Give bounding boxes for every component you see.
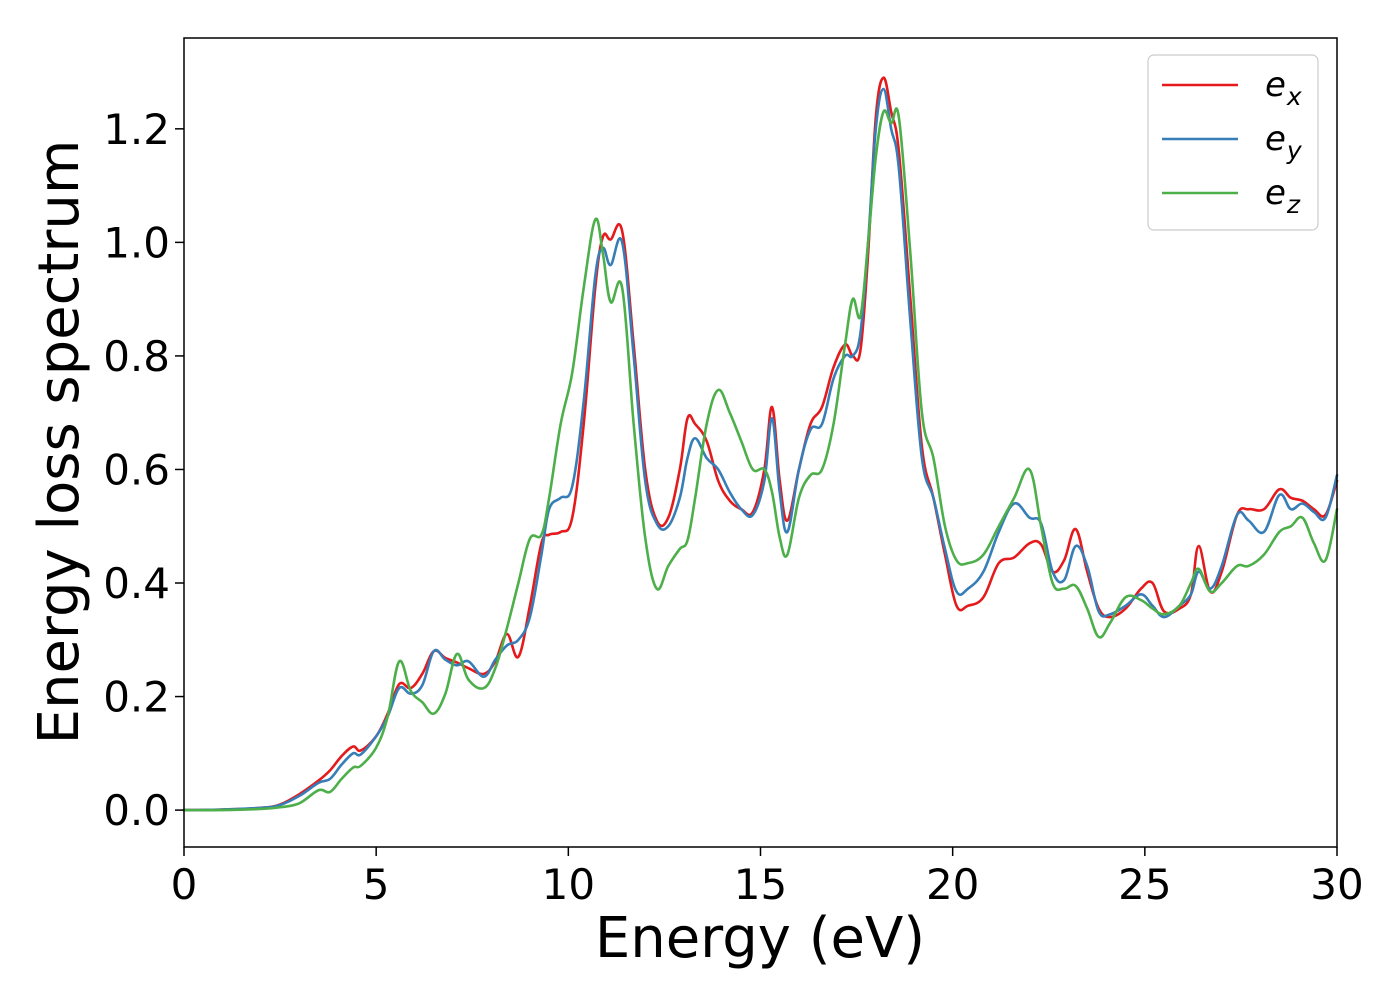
plot-area: [184, 38, 1337, 847]
x-tick-label: 20: [926, 860, 979, 909]
y-tick-label: 0.6: [103, 445, 170, 494]
series-layer: [182, 76, 1339, 812]
y-tick-label: 0.8: [103, 332, 170, 381]
series-line-y: [182, 87, 1339, 812]
y-axis-label: Energy loss spectrum: [27, 140, 92, 745]
x-tick-label: 10: [542, 860, 595, 909]
y-tick-label: 1.0: [103, 218, 170, 267]
y-tick-label: 0.4: [103, 559, 170, 608]
y-tick-label: 1.2: [103, 105, 170, 154]
x-axis-ticks: 0 5 10 15 20 25 30: [171, 847, 1364, 909]
y-tick-label: 0.2: [103, 673, 170, 722]
y-tick-label: 0.0: [103, 786, 170, 835]
series-line-z: [182, 107, 1339, 812]
series-line-x: [182, 76, 1339, 812]
x-tick-label: 15: [734, 860, 787, 909]
x-axis-label: Energy (eV): [595, 906, 925, 971]
x-tick-label: 30: [1310, 860, 1363, 909]
legend-box: [1147, 54, 1319, 231]
x-tick-label: 0: [171, 860, 198, 909]
y-axis-ticks: 0.0 0.2 0.4 0.6 0.8 1.0 1.2: [103, 105, 184, 835]
x-tick-label: 25: [1118, 860, 1171, 909]
x-tick-label: 5: [363, 860, 390, 909]
